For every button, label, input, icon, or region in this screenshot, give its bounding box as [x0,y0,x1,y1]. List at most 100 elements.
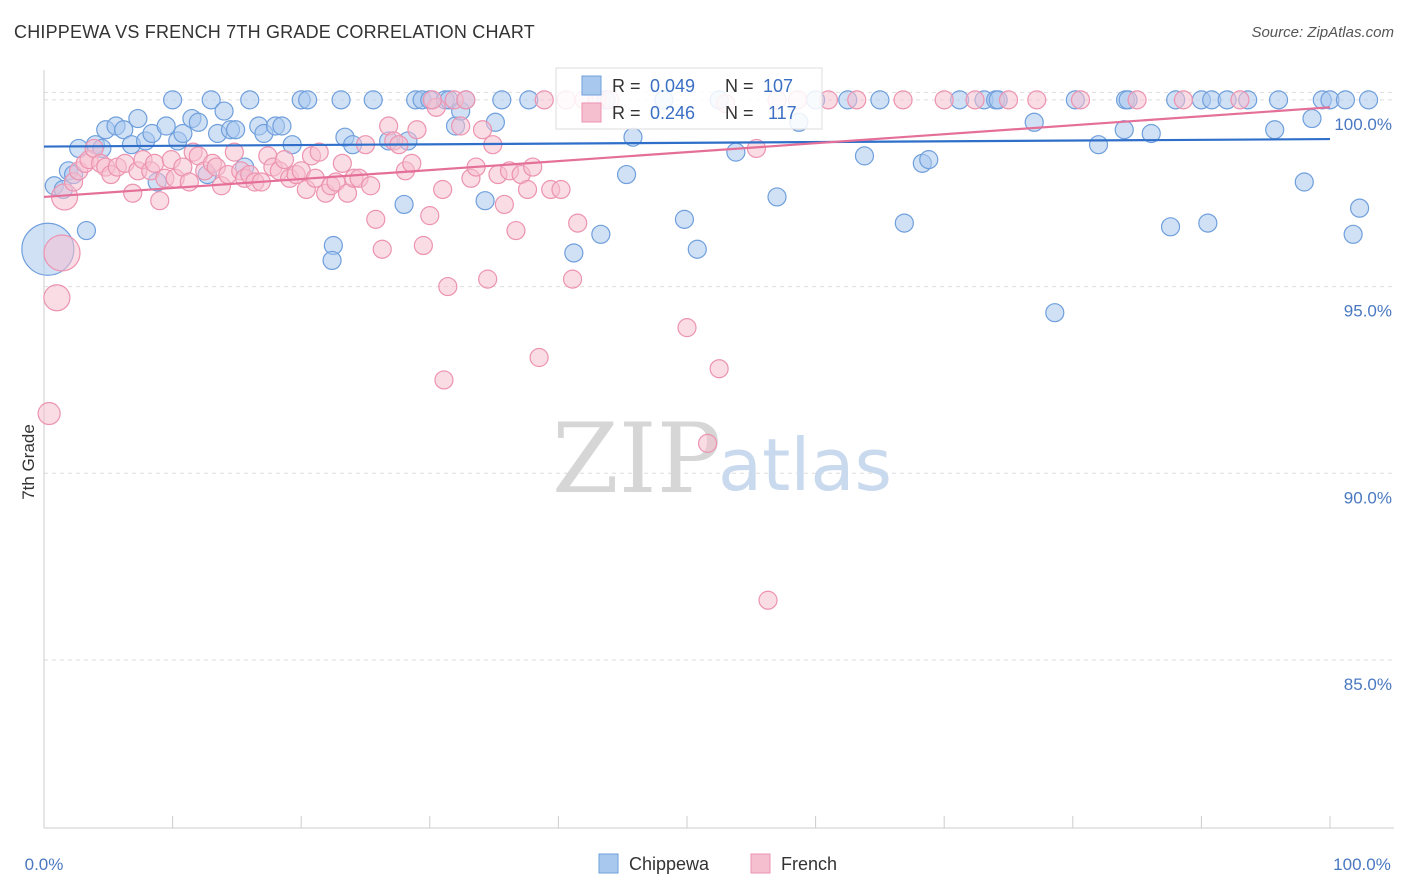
watermark-atlas: atlas [718,423,892,507]
point-french [562,269,583,289]
point-chippewa [201,90,221,110]
point-chippewa [1294,172,1314,192]
point-chippewa [188,112,208,132]
point-chippewa [894,213,914,233]
chart-source: Source: ZipAtlas.com [1251,24,1394,41]
stats-box: R = 0.049 N = 107 R = 0.246 N = 117 [555,67,823,130]
point-french [407,120,427,140]
legend-swatch-french[interactable] [750,853,771,874]
point-chippewa [322,250,342,271]
point-french [309,142,329,162]
legend-label-french[interactable]: French [781,854,837,874]
point-french [332,153,352,173]
point-chippewa [298,90,318,110]
point-chippewa [591,224,611,244]
point-french [568,213,588,233]
point-french [998,90,1019,110]
stats-n-label-french: N = [725,103,754,123]
point-chippewa [1349,198,1370,218]
point-chippewa [1343,224,1363,244]
point-chippewa [1141,123,1161,144]
point-chippewa [475,191,495,211]
point-chippewa [687,239,707,259]
legend-label-chippewa[interactable]: Chippewa [629,854,710,874]
point-chippewa [1302,108,1322,129]
point-chippewa [1114,120,1134,140]
point-chippewa [394,194,414,215]
chart-title: CHIPPEWA VS FRENCH 7TH GRADE CORRELATION… [14,22,535,42]
point-french [472,120,493,140]
stats-n-value-french: 117 [768,103,797,123]
stats-r-label-chippewa: R = [612,76,641,96]
point-chippewa [163,90,183,110]
point-french [366,209,386,229]
point-chippewa [331,90,351,110]
point-french [43,234,81,272]
point-french [1230,90,1250,110]
point-french [43,284,71,312]
point-chippewa [240,90,260,110]
stats-n-value-chippewa: 107 [763,76,793,96]
point-chippewa [726,142,746,162]
stats-r-value-chippewa: 0.049 [650,76,695,96]
point-french [478,269,498,289]
point-french [456,90,476,110]
point-french [402,153,422,173]
point-chippewa [564,243,584,263]
point-chippewa [226,120,246,140]
point-french [709,359,729,379]
trend-line-chippewa [43,137,1331,148]
point-french [413,235,433,256]
point-french [361,176,381,196]
point-french [224,142,244,162]
legend-swatch-chippewa[interactable] [598,853,619,874]
point-french [523,157,543,177]
point-french [677,318,697,338]
trend-lines [43,106,1331,199]
point-chippewa [1265,120,1285,140]
point-french [274,150,295,170]
point-french [534,90,554,110]
legend: Chippewa French [598,853,837,874]
point-french [551,179,571,200]
point-french [150,191,170,211]
point-chippewa [1088,135,1109,155]
point-chippewa [128,108,148,129]
point-french [934,90,954,110]
y-tick-label: 100.0% [1334,115,1392,134]
point-chippewa [272,116,292,136]
point-chippewa [492,90,512,110]
point-french [965,90,985,110]
point-french [372,239,392,259]
point-chippewa [1335,90,1356,110]
point-chippewa [1268,90,1289,110]
point-chippewa [76,220,97,241]
point-chippewa [214,101,234,121]
point-chippewa [173,123,193,144]
point-french [1027,90,1047,110]
point-french [758,590,778,610]
stats-r-label-french: R = [612,103,641,123]
point-french [438,276,458,297]
point-french [37,401,61,426]
watermark-zip: ZIP [552,403,721,515]
point-chippewa [854,146,875,166]
y-tick-label: 95.0% [1344,302,1392,321]
y-tick-label: 90.0% [1344,488,1392,507]
trend-line-french [43,106,1331,199]
point-chippewa [114,120,134,140]
stats-swatch-french [581,102,602,123]
point-french [893,90,913,110]
stats-swatch-chippewa [581,75,602,96]
x-tick-label-min: 0.0% [25,855,64,874]
stats-n-label-chippewa: N = [725,76,754,96]
point-french [1070,90,1091,110]
y-axis-title: 7th Grade [19,424,38,500]
point-chippewa [616,164,637,185]
point-chippewa [1160,217,1181,237]
point-french [420,206,440,226]
point-french [434,370,454,390]
point-chippewa [156,116,176,136]
point-french [451,116,471,136]
